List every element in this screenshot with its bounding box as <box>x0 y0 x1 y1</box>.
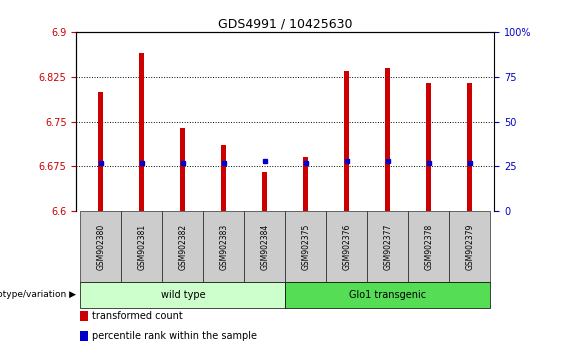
Text: wild type: wild type <box>160 290 205 300</box>
Text: GSM902383: GSM902383 <box>219 223 228 270</box>
Title: GDS4991 / 10425630: GDS4991 / 10425630 <box>218 18 353 31</box>
Bar <box>244 211 285 282</box>
Bar <box>262 172 267 211</box>
Text: Glo1 transgenic: Glo1 transgenic <box>349 290 427 300</box>
Text: GSM902384: GSM902384 <box>260 223 270 270</box>
Text: GSM902377: GSM902377 <box>383 223 392 270</box>
Bar <box>285 282 490 308</box>
Bar <box>98 92 103 211</box>
Text: GSM902380: GSM902380 <box>97 223 105 270</box>
Text: GSM902381: GSM902381 <box>137 224 146 270</box>
Bar <box>80 331 88 341</box>
Text: GSM902378: GSM902378 <box>424 223 433 270</box>
Text: GSM902375: GSM902375 <box>301 223 310 270</box>
Bar <box>303 158 308 211</box>
Text: transformed count: transformed count <box>92 311 183 321</box>
Bar <box>140 53 144 211</box>
Text: GSM902382: GSM902382 <box>179 224 188 270</box>
Text: genotype/variation ▶: genotype/variation ▶ <box>0 291 76 299</box>
Bar <box>367 211 408 282</box>
Bar <box>80 282 285 308</box>
Text: percentile rank within the sample: percentile rank within the sample <box>92 331 257 341</box>
Bar <box>203 211 244 282</box>
Text: GSM902376: GSM902376 <box>342 223 351 270</box>
Bar <box>180 127 185 211</box>
Bar <box>221 145 227 211</box>
Bar <box>327 211 367 282</box>
Bar <box>408 211 449 282</box>
Bar <box>427 83 431 211</box>
Bar <box>121 211 162 282</box>
Bar <box>385 68 390 211</box>
Bar <box>344 71 349 211</box>
Bar <box>162 211 203 282</box>
Bar <box>467 83 472 211</box>
Bar <box>80 311 88 321</box>
Bar <box>449 211 490 282</box>
Bar <box>80 211 121 282</box>
Text: GSM902379: GSM902379 <box>466 223 474 270</box>
Bar <box>285 211 327 282</box>
